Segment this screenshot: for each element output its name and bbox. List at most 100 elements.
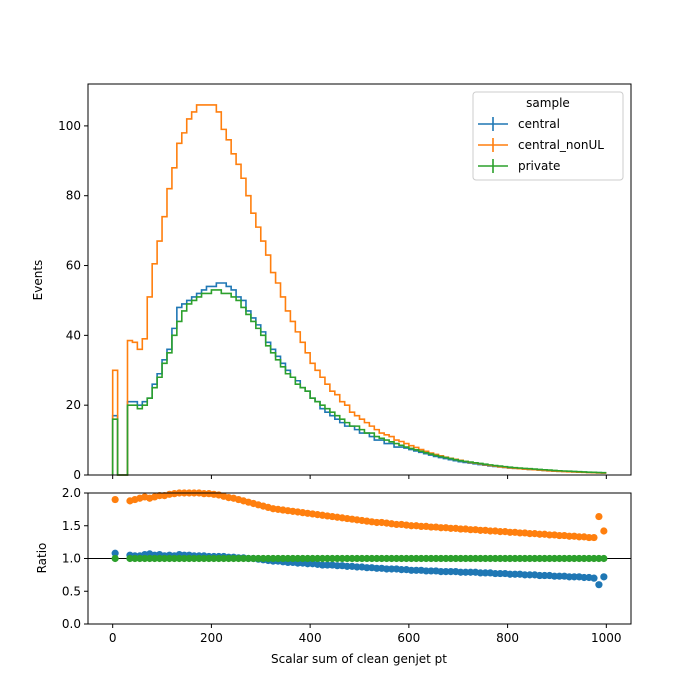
ratio-panel: 0.00.51.01.52.0 0 200 400 600 800 1000 Ratio … bbox=[35, 486, 632, 666]
ratio-y-tick-label: 1.0 bbox=[62, 552, 81, 566]
ratio-point-private bbox=[511, 554, 519, 563]
ratio-point-central bbox=[600, 573, 608, 581]
x-tick-label: 0 bbox=[109, 631, 117, 645]
ratio-point-private bbox=[151, 554, 159, 563]
events-y-tick-label: 40 bbox=[66, 328, 81, 342]
ratio-point-private bbox=[348, 554, 356, 563]
ratio-point-central_nonUL bbox=[155, 492, 164, 500]
ratio-point-private bbox=[180, 554, 188, 563]
ratio-point-private bbox=[417, 554, 425, 563]
ratio-point-private bbox=[570, 554, 578, 563]
ratio-point-private bbox=[402, 554, 410, 563]
ratio-y-tick-label: 1.5 bbox=[62, 519, 81, 533]
ratio-point-central bbox=[550, 572, 559, 580]
ratio-point-private bbox=[536, 554, 544, 563]
ratio-point-central bbox=[526, 571, 534, 579]
ratio-point-private bbox=[516, 554, 524, 563]
ratio-point-private bbox=[486, 554, 494, 563]
ratio-point-central_nonUL bbox=[457, 525, 465, 533]
events-y-ticks: 0 20 40 60 80 100 bbox=[58, 119, 88, 482]
ratio-point-central_nonUL bbox=[200, 490, 208, 498]
ratio-point-central_nonUL bbox=[447, 524, 455, 532]
ratio-point-private bbox=[521, 554, 529, 563]
ratio-point-private bbox=[392, 554, 401, 563]
ratio-point-private bbox=[234, 554, 243, 563]
ratio-point-central bbox=[590, 574, 598, 582]
ratio-point-private bbox=[289, 554, 297, 563]
ratio-point-private bbox=[575, 554, 583, 563]
legend-label-central: central bbox=[518, 117, 560, 131]
ratio-point-central bbox=[442, 568, 450, 576]
ratio-point-private bbox=[387, 554, 396, 563]
ratio-point-private bbox=[452, 554, 460, 563]
ratio-point-central_nonUL bbox=[496, 528, 504, 536]
ratio-point-private bbox=[323, 554, 332, 563]
ratio-point-private bbox=[506, 554, 514, 563]
ratio-point-private bbox=[249, 554, 257, 563]
ratio-y-label: Ratio bbox=[35, 543, 49, 574]
ratio-point-private bbox=[175, 554, 183, 563]
ratio-point-private bbox=[333, 554, 341, 563]
ratio-point-central bbox=[466, 568, 475, 576]
ratio-point-private bbox=[358, 554, 366, 563]
ratio-point-private bbox=[284, 554, 292, 563]
ratio-point-private bbox=[318, 554, 327, 563]
ratio-point-private bbox=[155, 554, 164, 563]
legend-box bbox=[472, 91, 624, 181]
ratio-point-private bbox=[432, 554, 440, 563]
ratio-point-central_nonUL bbox=[407, 522, 415, 530]
ratio-point-private bbox=[239, 554, 248, 563]
ratio-point-private bbox=[476, 554, 485, 563]
ratio-point-private bbox=[496, 554, 504, 563]
ratio-point-private bbox=[141, 554, 149, 563]
ratio-point-central bbox=[323, 561, 332, 569]
ratio-point-private bbox=[338, 554, 346, 563]
ratio-point-central_nonUL bbox=[417, 522, 425, 531]
ratio-point-private bbox=[580, 554, 588, 563]
ratio-point-central_nonUL bbox=[516, 529, 524, 537]
ratio-y-tick-label: 0.0 bbox=[62, 617, 81, 631]
ratio-point-private bbox=[368, 554, 376, 563]
ratio-point-private bbox=[220, 554, 228, 563]
events-y-tick-label: 0 bbox=[73, 468, 81, 482]
ratio-point-central bbox=[333, 562, 341, 570]
legend-label-private: private bbox=[518, 159, 560, 173]
ratio-point-private bbox=[427, 554, 435, 563]
ratio-point-private bbox=[457, 554, 465, 563]
ratio-y-tick-label: 2.0 bbox=[62, 486, 81, 500]
ratio-point-central bbox=[555, 572, 564, 580]
ratio-point-private bbox=[373, 554, 381, 563]
legend-title: sample bbox=[526, 96, 570, 110]
ratio-point-central_nonUL bbox=[595, 512, 603, 521]
ratio-point-private bbox=[170, 554, 178, 563]
ratio-point-central bbox=[536, 571, 544, 580]
ratio-points bbox=[111, 489, 608, 589]
ratio-point-central bbox=[462, 568, 470, 576]
ratio-point-central bbox=[521, 571, 529, 579]
ratio-point-central bbox=[304, 560, 312, 568]
ratio-point-central_nonUL bbox=[600, 527, 608, 535]
ratio-point-central bbox=[373, 564, 381, 572]
ratio-point-central bbox=[387, 565, 396, 573]
ratio-point-central bbox=[353, 563, 361, 571]
ratio-point-private bbox=[541, 554, 549, 563]
ratio-point-private bbox=[259, 554, 267, 563]
ratio-point-central bbox=[111, 549, 119, 557]
ratio-point-private bbox=[309, 554, 317, 563]
ratio-y-tick-label: 0.5 bbox=[62, 584, 81, 598]
ratio-point-private bbox=[205, 554, 213, 563]
ratio-point-private bbox=[447, 554, 455, 563]
ratio-point-private bbox=[279, 554, 287, 563]
ratio-point-central_nonUL bbox=[545, 531, 554, 539]
ratio-point-central bbox=[397, 566, 406, 574]
ratio-point-central_nonUL bbox=[526, 530, 534, 538]
ratio-point-private bbox=[560, 554, 568, 563]
ratio-point-central_nonUL bbox=[486, 527, 494, 535]
ratio-point-private bbox=[595, 554, 603, 563]
ratio-point-private bbox=[225, 554, 233, 563]
events-x-ticks bbox=[112, 475, 607, 479]
ratio-point-central bbox=[570, 573, 578, 581]
ratio-point-central bbox=[476, 569, 485, 577]
ratio-point-private bbox=[545, 554, 554, 563]
ratio-point-central bbox=[580, 573, 588, 582]
